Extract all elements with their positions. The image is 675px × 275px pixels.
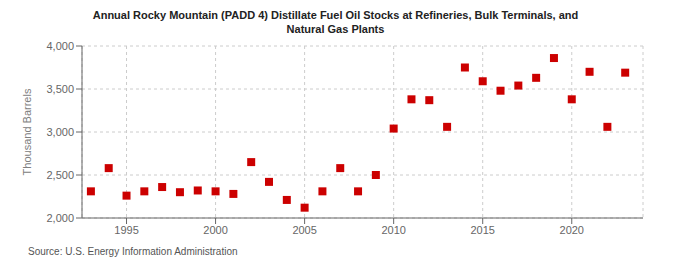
- svg-text:3,500: 3,500: [46, 83, 74, 95]
- svg-text:1995: 1995: [114, 224, 138, 236]
- html-text:Source: U.S. Energy Informatio: Source: U.S. Energy Information Administ…: [28, 246, 238, 257]
- svg-text:2,000: 2,000: [46, 212, 74, 224]
- svg-text:2000: 2000: [203, 224, 227, 236]
- html-text:Natural Gas Plants: Natural Gas Plants: [286, 23, 385, 35]
- html-text:Annual Rocky Mountain (PADD 4): Annual Rocky Mountain (PADD 4) Distillat…: [92, 9, 579, 21]
- svg-text:Thousand Barrels: Thousand Barrels: [21, 88, 33, 175]
- svg-text:2015: 2015: [470, 224, 494, 236]
- svg-text:4,000: 4,000: [46, 40, 74, 52]
- svg-text:2010: 2010: [381, 224, 405, 236]
- svg-text:2,500: 2,500: [46, 169, 74, 181]
- svg-text:2020: 2020: [560, 224, 584, 236]
- svg-text:3,000: 3,000: [46, 126, 74, 138]
- svg-text:2005: 2005: [292, 224, 316, 236]
